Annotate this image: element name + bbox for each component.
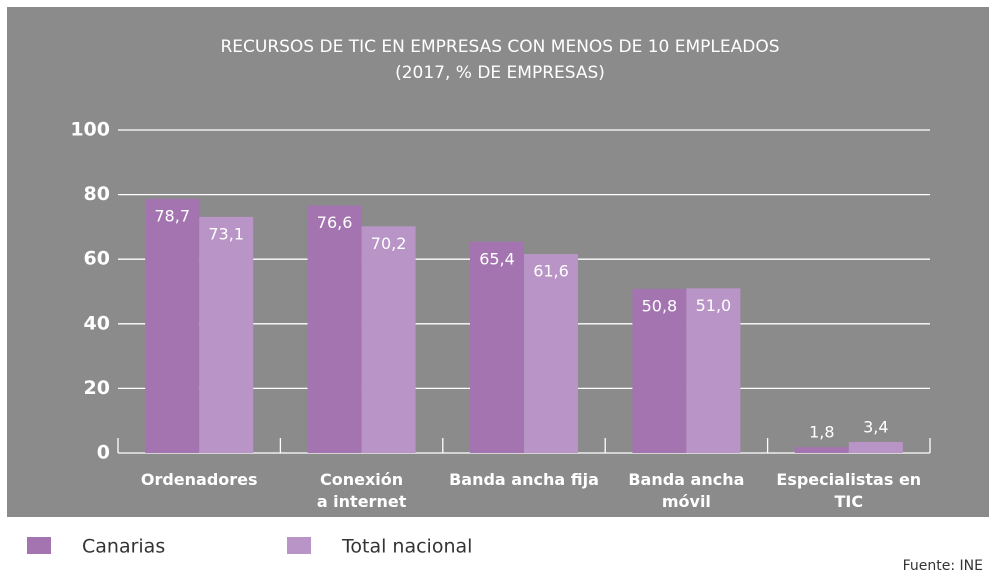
x-tick-label: Banda ancha móvil	[628, 470, 745, 511]
value-label: 65,4	[479, 249, 515, 268]
value-label: 73,1	[208, 224, 244, 243]
bar	[686, 288, 741, 453]
x-tick-label: Conexión a internet	[316, 470, 407, 511]
bar	[199, 216, 254, 453]
value-label: 61,6	[533, 262, 569, 281]
bar	[794, 447, 849, 453]
legend-label: Total nacional	[341, 536, 472, 558]
chart-subtitle: (2017, % DE EMPRESAS)	[395, 63, 605, 83]
legend-swatch	[287, 537, 311, 554]
source: Fuente: INE	[903, 558, 983, 574]
legend-label: Canarias	[82, 536, 165, 558]
x-tick-label: Banda ancha fija	[449, 470, 599, 489]
y-tick-label: 40	[84, 312, 110, 334]
bar	[307, 205, 362, 453]
y-tick-label: 20	[84, 377, 110, 399]
value-label: 76,6	[317, 213, 353, 232]
y-tick-label: 80	[84, 183, 110, 205]
value-label: 70,2	[371, 234, 407, 253]
value-label: 1,8	[809, 423, 834, 442]
y-tick-label: 60	[84, 248, 110, 270]
value-label: 50,8	[642, 296, 678, 315]
x-tick-label: Especialistas en TIC	[776, 470, 922, 511]
bar	[632, 288, 687, 453]
bar	[145, 198, 200, 453]
bar	[470, 241, 524, 453]
bar	[848, 442, 903, 453]
legend-swatch	[27, 537, 51, 554]
value-label: 78,7	[154, 206, 190, 225]
x-tick-label: Ordenadores	[140, 470, 258, 489]
y-tick-label: 0	[97, 442, 110, 464]
y-tick-label: 100	[70, 119, 110, 141]
value-label: 3,4	[863, 418, 888, 437]
bar	[524, 254, 578, 453]
chart-title: RECURSOS DE TIC EN EMPRESAS CON MENOS DE…	[220, 37, 779, 57]
bar	[361, 226, 416, 453]
value-label: 51,0	[696, 296, 732, 315]
